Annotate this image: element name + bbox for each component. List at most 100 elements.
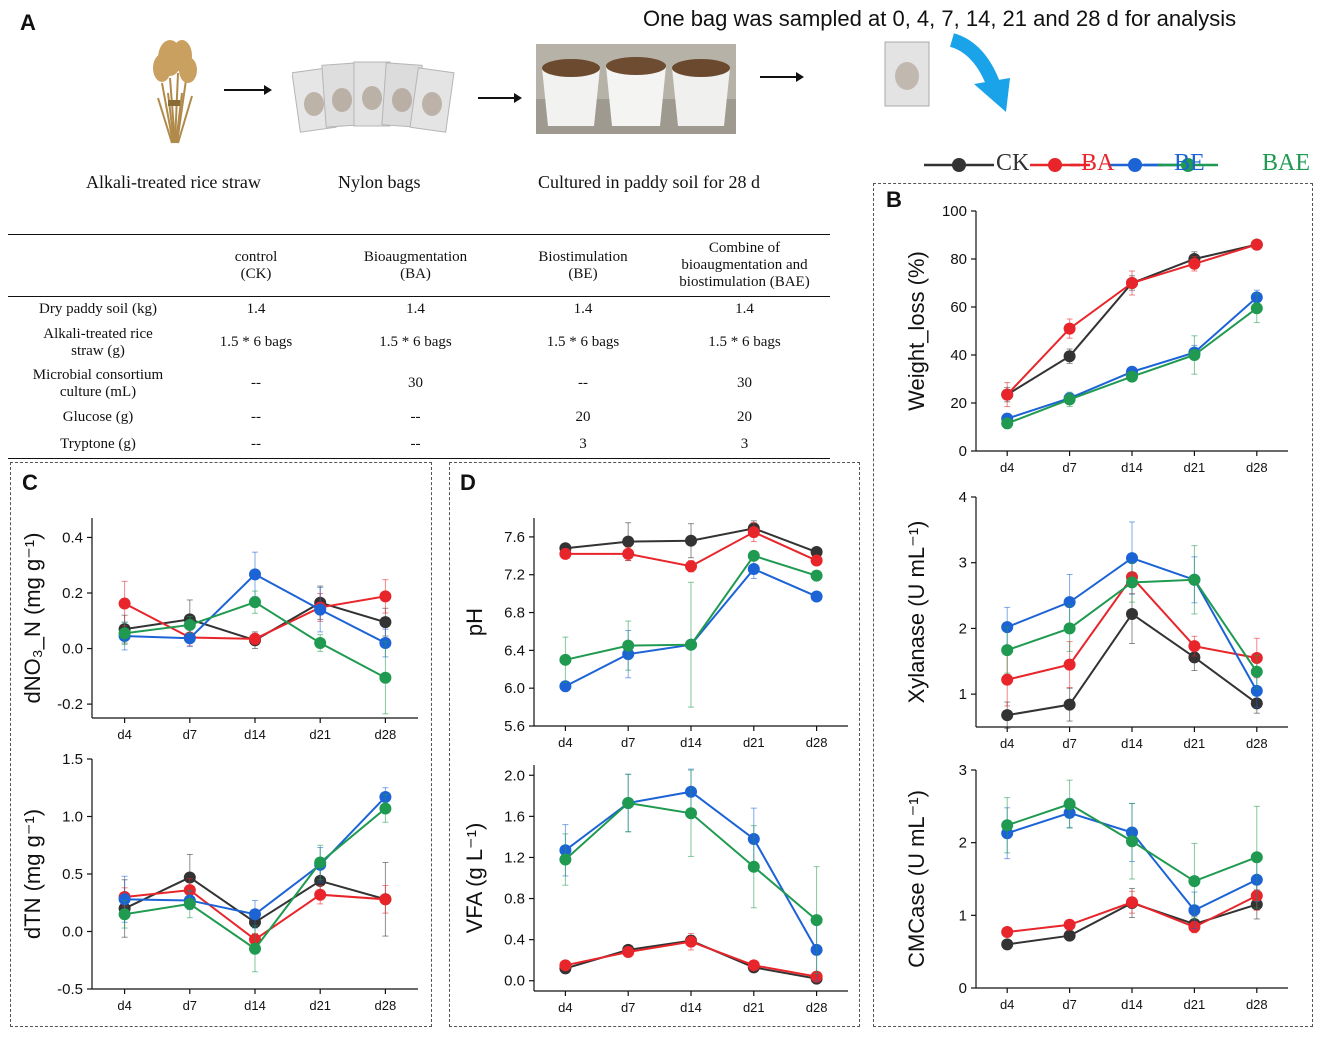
- chart-cmcase: 0 1 2 3 d4 d7 d14 d21 d28 CMCase (U mL⁻¹): [904, 762, 1288, 1010]
- col-header-bae: Combine of bioaugmentation and biostimulat…: [679, 240, 810, 290]
- y-tick-label: 1: [959, 907, 967, 924]
- x-tick-label: d28: [1246, 460, 1268, 475]
- x-tick-label: d14: [680, 735, 702, 750]
- y-tick-label: 1: [959, 686, 967, 703]
- chart-weight-loss: 0 20 40 60 80 100 d4 d7 d14 d21 d28 Weight_loss (%): [904, 203, 1288, 475]
- data-point: [1063, 322, 1076, 335]
- x-tick-label: d28: [1246, 736, 1268, 751]
- y-tick-label: 5.6: [504, 718, 525, 735]
- col-header-ck: control (CK): [234, 248, 278, 282]
- data-point: [1063, 798, 1076, 811]
- data-point: [1001, 819, 1014, 832]
- series-be: [118, 787, 392, 929]
- data-point: [1063, 698, 1076, 711]
- table-row: Dry paddy soil (kg) 1.4 1.4 1.4 1.4: [39, 301, 754, 318]
- legend-label-ck: CK: [996, 150, 1030, 176]
- x-tick-label: d28: [806, 735, 828, 750]
- data-point: [1126, 607, 1138, 620]
- y-tick-label: 1.6: [504, 808, 525, 825]
- data-point: [314, 856, 327, 869]
- data-point: [379, 671, 392, 684]
- chart-dtn: -0.5 0.0 0.5 1.0 1.5 d4 d7 d14 d21 d28 dTN (mg g⁻¹…: [20, 751, 418, 1013]
- y-tick-label: 0.0: [504, 973, 525, 990]
- y-tick-label: 60: [950, 299, 967, 316]
- x-tick-label: d21: [1184, 736, 1206, 751]
- panel-a-letter: A: [20, 10, 36, 35]
- x-tick-label: d7: [1062, 736, 1076, 751]
- x-tick-label: d14: [680, 1000, 702, 1015]
- y-tick-label: 2: [959, 835, 967, 852]
- data-point: [810, 590, 823, 603]
- data-point: [1126, 896, 1138, 909]
- x-tick-label: d4: [117, 727, 131, 742]
- y-axis-label: Xylanase (U mL⁻¹): [904, 521, 929, 704]
- y-axis-label: pH: [462, 608, 487, 636]
- cultured-pots-photo: [536, 44, 736, 134]
- x-tick-label: d21: [309, 998, 331, 1013]
- sampling-arrow-icon: [949, 33, 1010, 112]
- sampled-bag-image: [884, 41, 930, 107]
- y-axis-label: dTN (mg g⁻¹): [20, 809, 45, 939]
- legend-marker-ck: [952, 158, 966, 172]
- data-point: [1188, 640, 1201, 653]
- data-point: [379, 802, 392, 815]
- data-point: [118, 627, 131, 640]
- table-row: Tryptone (g) -- -- 3 3: [8, 430, 830, 459]
- data-point: [685, 935, 697, 948]
- x-tick-label: d21: [1184, 460, 1206, 475]
- data-point: [1001, 417, 1014, 430]
- data-point: [622, 639, 635, 652]
- y-tick-label: 0.4: [62, 529, 83, 546]
- data-point: [1001, 388, 1014, 401]
- caption-cultured: Cultured in paddy soil for 28 d: [538, 172, 760, 192]
- data-point: [622, 547, 635, 560]
- y-tick-label: 4: [959, 489, 967, 506]
- data-point: [379, 590, 392, 603]
- data-point: [1063, 918, 1076, 931]
- x-tick-label: d4: [1000, 460, 1014, 475]
- data-point: [249, 596, 261, 609]
- x-tick-label: d7: [1062, 997, 1076, 1010]
- series-line: [1006, 296, 1258, 420]
- series-bae: [559, 769, 823, 975]
- x-tick-label: d28: [375, 727, 397, 742]
- data-point: [810, 569, 823, 582]
- data-point: [379, 893, 392, 906]
- panel-c-frame: [10, 462, 432, 1027]
- y-tick-label: 80: [950, 251, 967, 268]
- y-tick-label: 3: [959, 555, 967, 572]
- panel-d-letter: D: [460, 470, 476, 495]
- data-point: [249, 568, 261, 581]
- x-tick-label: d28: [375, 998, 397, 1013]
- data-point: [379, 616, 392, 629]
- data-point: [1126, 835, 1138, 848]
- x-tick-label: d7: [621, 735, 635, 750]
- y-tick-label: 2.0: [504, 767, 525, 784]
- table-row: Alkali-treated rice straw (g) 1.5 * 6 bag…: [43, 325, 781, 359]
- y-axis-label: dNO₃_N (mg g⁻¹): [20, 533, 45, 704]
- rice-straw-image: [153, 40, 197, 144]
- data-point: [249, 908, 261, 921]
- flow-arrow-3: [760, 72, 804, 82]
- x-tick-label: d21: [1184, 997, 1206, 1010]
- series-ba: [559, 522, 823, 573]
- y-tick-label: 0: [959, 980, 967, 997]
- data-point: [1001, 644, 1014, 657]
- data-point: [559, 680, 572, 693]
- x-tick-label: d4: [117, 998, 131, 1013]
- y-axis-label: CMCase (U mL⁻¹): [904, 790, 929, 968]
- series-ba: [1001, 238, 1263, 408]
- x-tick-label: d14: [1121, 460, 1143, 475]
- data-point: [249, 632, 261, 645]
- y-tick-label: 40: [950, 347, 967, 364]
- data-point: [559, 653, 572, 666]
- nylon-bags-image: [292, 61, 455, 133]
- legend-label-ba: BA: [1081, 150, 1115, 176]
- y-tick-label: 3: [959, 762, 967, 779]
- data-point: [183, 871, 196, 884]
- data-point: [249, 942, 261, 955]
- data-point: [685, 807, 697, 820]
- data-point: [1063, 658, 1076, 671]
- data-point: [747, 549, 760, 562]
- data-point: [1188, 257, 1201, 270]
